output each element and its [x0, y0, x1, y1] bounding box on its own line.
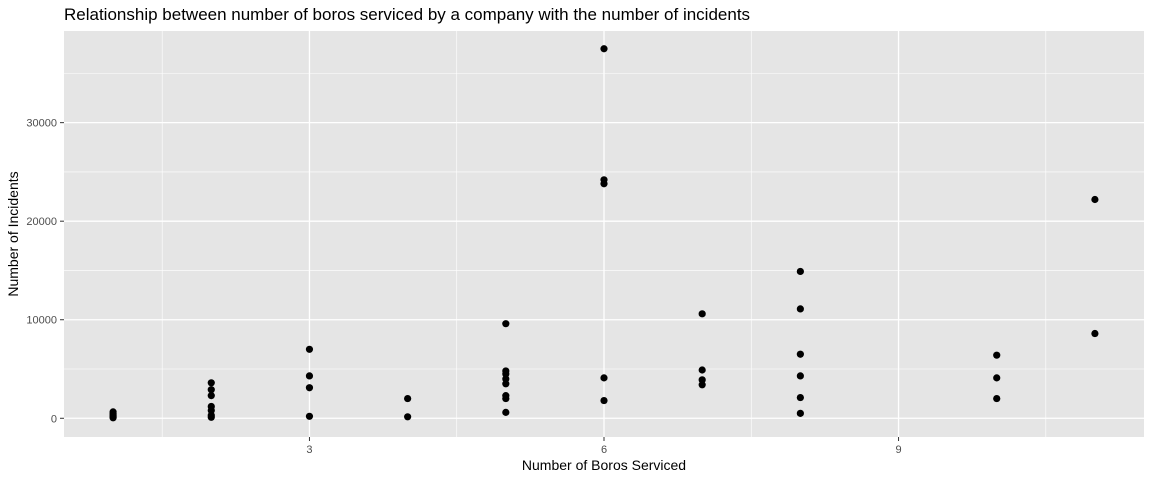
- data-point: [993, 374, 1001, 382]
- data-point: [796, 409, 804, 417]
- data-point: [600, 374, 608, 382]
- y-tick-label: 20000: [26, 216, 57, 228]
- data-point: [305, 372, 314, 380]
- x-tick-label: 9: [895, 444, 901, 456]
- data-point: [305, 412, 314, 420]
- x-axis-ticks: 3 6 9: [306, 437, 902, 456]
- data-point: [993, 351, 1001, 359]
- x-axis-title: Number of Boros Serviced: [522, 457, 686, 473]
- data-point: [502, 375, 510, 383]
- y-tick-label: 10000: [26, 315, 57, 327]
- data-point: [207, 413, 215, 421]
- y-tick-label: 0: [51, 413, 57, 425]
- data-point: [698, 376, 706, 384]
- data-point: [207, 386, 215, 394]
- data-point: [404, 413, 412, 421]
- y-axis-title: Number of Incidents: [5, 171, 21, 296]
- data-point: [207, 392, 215, 400]
- data-point: [796, 393, 804, 402]
- data-point: [305, 345, 314, 353]
- data-point: [502, 380, 510, 388]
- y-axis-ticks: 0 10000 20000 30000: [26, 118, 64, 425]
- grid-lines: [64, 31, 1144, 437]
- data-point: [109, 414, 117, 422]
- data-point: [305, 384, 314, 392]
- data-point: [600, 396, 608, 405]
- data-point: [698, 366, 706, 374]
- data-point: [502, 394, 510, 403]
- data-point: [207, 406, 215, 414]
- data-point: [600, 45, 608, 53]
- data-point: [207, 379, 215, 387]
- data-point: [1091, 195, 1099, 204]
- data-point: [502, 320, 510, 328]
- x-tick-label: 6: [601, 444, 607, 456]
- data-point: [502, 370, 510, 378]
- x-tick-label: 3: [306, 444, 312, 456]
- data-point: [1091, 329, 1099, 338]
- data-point: [698, 381, 706, 389]
- data-point: [502, 408, 510, 416]
- data-point: [698, 310, 706, 318]
- y-tick-label: 30000: [26, 118, 57, 130]
- chart-title: Relationship between number of boros ser…: [64, 5, 750, 24]
- data-point: [796, 350, 804, 358]
- data-point: [404, 394, 412, 403]
- data-point: [796, 305, 804, 313]
- data-point: [993, 394, 1001, 403]
- data-points: [109, 45, 1099, 422]
- data-point: [796, 372, 804, 380]
- data-point: [600, 180, 608, 188]
- data-point: [796, 267, 804, 276]
